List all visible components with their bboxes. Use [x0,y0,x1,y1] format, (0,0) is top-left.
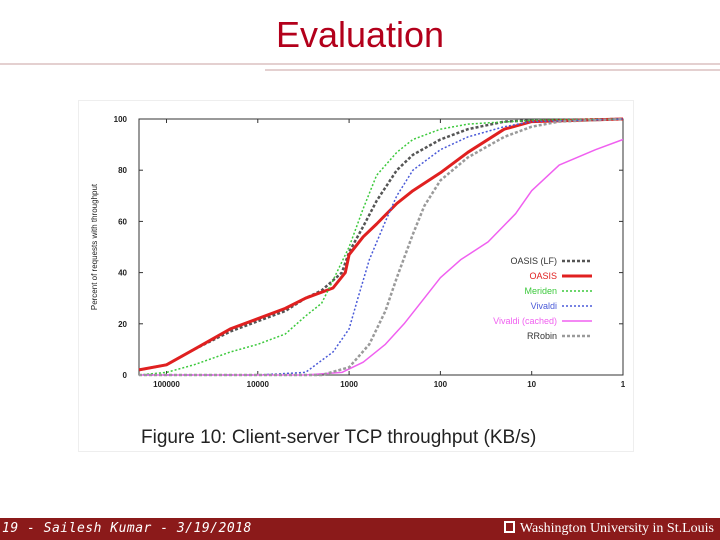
axes-layer: 0 20 40 60 80 100 100000 10000 1000 100 10 1 Percent… [90,115,626,389]
university-logo-icon [503,521,515,533]
y-tick-label: 60 [118,217,127,226]
series-line-vivaldi [139,118,624,376]
figure-caption: Figure 10: Client-server TCP throughput … [141,427,536,448]
title-divider [0,63,720,71]
y-tick-label: 20 [118,320,127,329]
footer-university: Washington University in St.Louis [503,521,714,537]
legend-label: Vivaldi [531,301,557,311]
x-tick-label: 10 [527,380,536,389]
legend-label: OASIS (LF) [510,256,557,266]
series-layer [138,117,624,377]
footer-university-text: Washington University in St.Louis [519,521,714,536]
x-tick-label: 100 [434,380,448,389]
legend-layer: OASIS (LF) OASIS Meriden Vivaldi Vivaldi (ca… [493,256,592,341]
series-line-meriden [138,118,624,376]
x-tick-label: 100000 [153,380,180,389]
legend-label: OASIS [529,271,557,281]
y-tick-label: 100 [114,115,128,124]
x-tick-label: 1 [621,380,626,389]
footer-slide-info: 19 - Sailesh Kumar - 3/19/2018 [2,521,252,536]
legend-label: RRobin [527,331,557,341]
series-line-oasis-lf [138,117,624,372]
slide-title: Evaluation [275,14,445,55]
series-line-rrobin [139,117,624,377]
y-axis-label: Percent of requests with throughput [90,183,99,310]
legend-label: Vivaldi (cached) [493,316,557,326]
y-tick-label: 40 [118,269,127,278]
y-tick-label: 80 [118,166,127,175]
x-tick-label: 10000 [247,380,270,389]
footer-bar: 19 - Sailesh Kumar - 3/19/2018 Washingto… [0,518,720,540]
legend-label: Meriden [524,286,557,296]
x-tick-label: 1000 [340,380,358,389]
series-line-vivaldi-cached [139,138,624,376]
series-line-oasis [138,117,624,372]
figure-frame: 0 20 40 60 80 100 100000 10000 1000 100 10 1 Percent… [78,100,634,452]
y-tick-label: 0 [123,371,128,380]
plot-frame [138,118,624,376]
throughput-chart: 0 20 40 60 80 100 100000 10000 1000 100 10 1 Percent… [90,115,626,448]
